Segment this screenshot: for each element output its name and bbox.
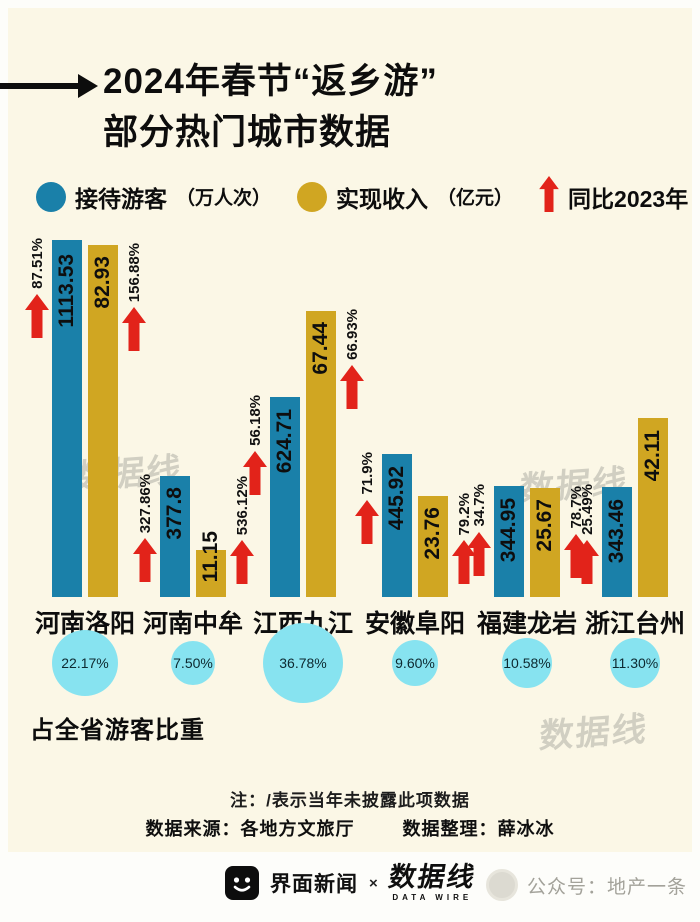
title-pointer-arrow-icon bbox=[0, 74, 98, 98]
visitors-bar bbox=[382, 454, 412, 597]
bar-value-label: 445.92 bbox=[385, 465, 408, 531]
revenue-bar bbox=[530, 488, 560, 597]
yoy-percent-label: 327.86% bbox=[136, 473, 154, 534]
yoy-percent-label: 71.9% bbox=[358, 452, 376, 495]
bar-value-label: 343.46 bbox=[605, 498, 628, 563]
yoy-up-arrow-icon bbox=[355, 499, 379, 544]
legend-visitors-unit: （万人次） bbox=[176, 188, 272, 209]
yoy-annotation: 536.12% bbox=[229, 476, 255, 584]
province-share-bubble: 9.60% bbox=[392, 640, 438, 686]
city-label: 浙江台州 bbox=[584, 610, 685, 638]
data-source-note: 数据来源：各地方文旅厅 bbox=[145, 819, 355, 839]
legend-up-arrow-icon bbox=[539, 176, 559, 217]
datawire-brand-name: 数据线 bbox=[386, 862, 479, 892]
yoy-up-arrow-icon bbox=[340, 364, 364, 409]
yoy-percent-label: 56.18% bbox=[246, 394, 264, 446]
revenue-bar bbox=[88, 245, 118, 597]
province-share-bubble: 10.58% bbox=[502, 638, 552, 688]
legend-item-revenue: 实现收入 （亿元） bbox=[297, 180, 513, 214]
yoy-annotation: 56.18% bbox=[242, 395, 268, 495]
bar-value-label: 82.93 bbox=[91, 256, 114, 309]
revenue-bar bbox=[196, 549, 226, 597]
legend-visitors-label: 接待游客 bbox=[75, 185, 167, 212]
legend-item-visitors: 接待游客 （万人次） bbox=[36, 180, 271, 214]
revenue-bar bbox=[638, 418, 668, 597]
legend-yoy-label: 同比2023年 bbox=[568, 185, 689, 212]
jiemian-logo-icon bbox=[225, 866, 259, 900]
account-logo-icon bbox=[486, 869, 518, 901]
page-title: 2024年春节“返乡游” 部分热门城市数据 bbox=[103, 56, 438, 158]
data-editor-note: 数据整理：薛冰冰 bbox=[402, 819, 555, 839]
account-name: 公众号：地产一条 bbox=[527, 876, 688, 898]
revenue-bar bbox=[306, 310, 336, 597]
bar-value-label: 67.44 bbox=[309, 321, 332, 375]
visitors-bar bbox=[52, 240, 82, 597]
bar-value-label: 23.76 bbox=[421, 507, 444, 560]
jiemian-brand-name: 界面新闻 bbox=[270, 873, 358, 896]
yoy-annotation: 327.86% bbox=[132, 473, 158, 583]
yoy-up-arrow-icon bbox=[243, 450, 267, 495]
cream-background bbox=[8, 8, 692, 852]
yoy-percent-label: 78.7% bbox=[567, 486, 585, 529]
bar-value-label: 624.71 bbox=[273, 408, 296, 473]
page-title-line2: 部分热门城市数据 bbox=[103, 113, 392, 152]
yoy-annotation: 87.51% bbox=[24, 238, 50, 338]
footnote-credits: 数据来源：各地方文旅厅 数据整理：薛冰冰 bbox=[0, 815, 700, 841]
visitors-color-swatch bbox=[36, 181, 66, 212]
yoy-up-arrow-icon bbox=[230, 539, 254, 584]
city-label: 福建龙岩 bbox=[476, 610, 577, 638]
bar-value-label: 42.11 bbox=[641, 430, 664, 482]
legend-revenue-unit: （亿元） bbox=[437, 188, 514, 209]
bar-value-label: 11.15 bbox=[199, 530, 222, 583]
bar-value-label: 377.8 bbox=[163, 487, 186, 540]
yoy-annotation: 66.93% bbox=[339, 309, 365, 409]
share-section-label: 占全省游客比重 bbox=[30, 717, 205, 744]
bar-value-label: 1113.53 bbox=[55, 253, 78, 328]
province-share-bubble: 7.50% bbox=[171, 641, 215, 685]
visitors-bar bbox=[494, 486, 524, 597]
yoy-annotation: 78.7% bbox=[563, 486, 589, 578]
yoy-up-arrow-icon bbox=[122, 307, 146, 352]
yoy-percent-label: 79.2% bbox=[455, 492, 473, 536]
revenue-bar bbox=[418, 496, 448, 597]
yoy-annotation: 79.2% bbox=[451, 493, 477, 585]
city-label: 安徽阜阳 bbox=[364, 610, 465, 638]
footnote-undisclosed: 注：/表示当年未披露此项数据 bbox=[230, 791, 470, 810]
yoy-up-arrow-icon bbox=[452, 540, 476, 585]
province-share-bubble: 22.17% bbox=[52, 630, 118, 696]
province-share-bubble: 11.30% bbox=[610, 638, 660, 688]
legend-item-yoy: 同比2023年 bbox=[539, 176, 688, 217]
yoy-percent-label: 66.93% bbox=[343, 308, 361, 360]
visitors-bar bbox=[270, 396, 300, 597]
yoy-annotation: 71.9% bbox=[354, 452, 380, 544]
legend: 接待游客 （万人次） 实现收入 （亿元） 同比2023年 bbox=[36, 176, 688, 217]
revenue-color-swatch bbox=[297, 181, 328, 212]
yoy-up-arrow-icon bbox=[467, 531, 491, 576]
yoy-up-arrow-icon bbox=[564, 533, 588, 578]
bar-value-label: 344.95 bbox=[497, 498, 520, 563]
visitors-bar bbox=[160, 475, 190, 597]
province-share-bubble: 36.78% bbox=[263, 623, 343, 703]
brand-separator: × bbox=[369, 874, 378, 892]
yoy-percent-label: 536.12% bbox=[233, 475, 251, 535]
legend-revenue-label: 实现收入 bbox=[336, 185, 429, 212]
footer-brands: 界面新闻 × 数据线 DATA WIRE bbox=[225, 862, 479, 902]
yoy-annotation: 34.7% bbox=[466, 484, 492, 576]
footer-account: 公众号：地产一条 bbox=[486, 869, 687, 901]
yoy-annotation: 156.88% bbox=[121, 243, 147, 352]
bar-value-label: 25.67 bbox=[533, 499, 556, 552]
datawire-brand-sub: DATA WIRE bbox=[392, 893, 473, 902]
yoy-percent-label: 156.88% bbox=[125, 243, 143, 303]
yoy-percent-label: 87.51% bbox=[28, 238, 46, 289]
city-label: 河南中牟 bbox=[142, 610, 243, 638]
visitors-bar bbox=[602, 486, 632, 597]
yoy-up-arrow-icon bbox=[25, 293, 49, 338]
page-title-line1: 2024年春节“返乡游” bbox=[103, 62, 438, 101]
yoy-up-arrow-icon bbox=[133, 538, 157, 583]
datawire-logo: 数据线 DATA WIRE bbox=[386, 862, 479, 902]
